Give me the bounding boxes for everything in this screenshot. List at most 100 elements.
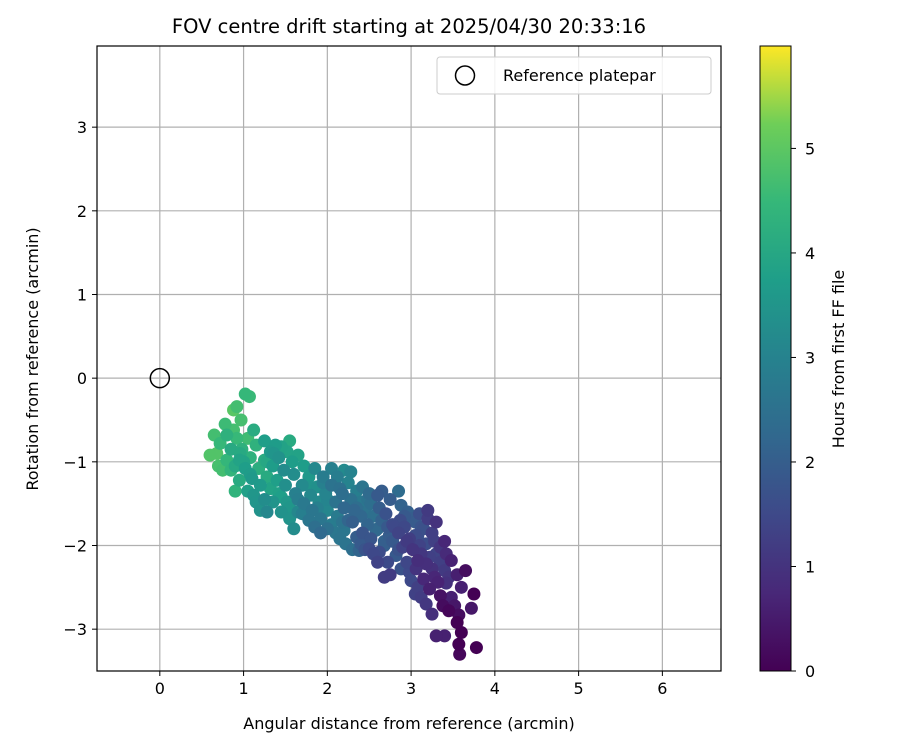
data-point [371, 555, 385, 569]
data-point [316, 470, 330, 484]
data-point [287, 522, 301, 536]
y-axis-ticks: −3 −2 −1 0 1 2 3 [63, 118, 97, 639]
colorbar-ticks: 0 1 2 3 4 5 [791, 139, 815, 681]
data-point [245, 472, 259, 486]
data-point [400, 555, 414, 569]
data-point [203, 448, 217, 462]
colorbar-gradient [759, 45, 792, 672]
data-point [238, 387, 252, 401]
y-axis-title: Rotation from reference (arcmin) [23, 227, 42, 490]
reference-platepar-marker [149, 367, 171, 389]
legend-box [436, 56, 712, 95]
data-point [429, 629, 443, 643]
legend-entry-reference: Reference platepar [503, 66, 656, 85]
data-point [469, 641, 483, 655]
y-tick-label: 2 [77, 202, 87, 221]
data-point [285, 455, 299, 469]
y-tick-label: 3 [77, 118, 87, 137]
data-point [438, 534, 452, 548]
data-point [258, 434, 272, 448]
data-point [345, 515, 359, 529]
data-point [425, 607, 439, 621]
x-tick-label: 6 [657, 679, 667, 698]
data-point [406, 543, 420, 557]
data-point [423, 582, 437, 596]
x-tick-label: 2 [322, 679, 332, 698]
data-point [337, 501, 351, 515]
data-point [433, 589, 447, 603]
data-point [381, 555, 395, 569]
legend: Reference platepar [436, 56, 712, 95]
data-point [464, 601, 478, 615]
data-point [228, 484, 242, 498]
colorbar-tick-label: 5 [805, 139, 815, 158]
grid [97, 46, 721, 671]
colorbar-tick-label: 0 [805, 662, 815, 681]
data-points [203, 387, 483, 661]
data-point [417, 572, 431, 586]
data-point [429, 515, 443, 529]
data-point [335, 487, 349, 501]
data-point [258, 492, 272, 506]
data-point [379, 507, 393, 521]
data-point [392, 526, 406, 540]
data-point [383, 492, 397, 506]
data-point [450, 615, 464, 629]
data-point [454, 626, 468, 640]
data-point [247, 423, 261, 437]
y-tick-label: 1 [77, 285, 87, 304]
data-point [344, 465, 358, 479]
x-axis-ticks: 0 1 2 3 4 5 6 [155, 671, 667, 698]
y-tick-label: −3 [63, 620, 87, 639]
data-point [364, 532, 378, 546]
data-point [287, 467, 301, 481]
reference-layer [149, 367, 171, 389]
data-point [425, 526, 439, 540]
colorbar-tick-label: 2 [805, 453, 815, 472]
x-axis-title: Angular distance from reference (arcmin) [243, 714, 574, 733]
data-point [272, 451, 286, 465]
colorbar-tick-label: 3 [805, 348, 815, 367]
data-point [278, 478, 292, 492]
data-point [274, 505, 288, 519]
data-point [444, 554, 458, 568]
data-point [411, 554, 425, 568]
data-point [260, 505, 274, 519]
data-point [232, 473, 246, 487]
data-point [392, 484, 406, 498]
x-tick-label: 5 [574, 679, 584, 698]
x-tick-label: 3 [406, 679, 416, 698]
data-point [218, 417, 232, 431]
data-point [383, 568, 397, 582]
data-point [467, 587, 481, 601]
chart-title: FOV centre drift starting at 2025/04/30 … [172, 15, 646, 38]
x-tick-label: 0 [155, 679, 165, 698]
y-tick-label: −2 [63, 536, 87, 555]
data-point [234, 413, 248, 427]
data-point [453, 647, 467, 661]
data-point [297, 459, 311, 473]
data-point [305, 503, 319, 517]
legend-reference-marker [454, 65, 476, 86]
colorbar-label: Hours from first FF file [829, 270, 848, 449]
colorbar-tick-label: 4 [805, 244, 815, 263]
data-point [459, 564, 473, 578]
data-point [347, 503, 361, 517]
data-point [230, 431, 244, 445]
y-tick-label: 0 [77, 369, 87, 388]
data-point [314, 526, 328, 540]
colorbar-tick-label: 1 [805, 557, 815, 576]
data-point [308, 462, 322, 476]
colorbar: 0 1 2 3 4 5 Hours from first FF file [759, 45, 848, 681]
data-point [230, 400, 244, 414]
plot-area-frame [96, 45, 722, 672]
y-tick-label: −1 [63, 453, 87, 472]
data-point [371, 488, 385, 502]
data-point [220, 428, 234, 442]
x-tick-label: 4 [490, 679, 500, 698]
data-point [421, 503, 435, 517]
data-point [454, 580, 468, 594]
data-point [277, 463, 291, 477]
data-point [452, 637, 466, 651]
